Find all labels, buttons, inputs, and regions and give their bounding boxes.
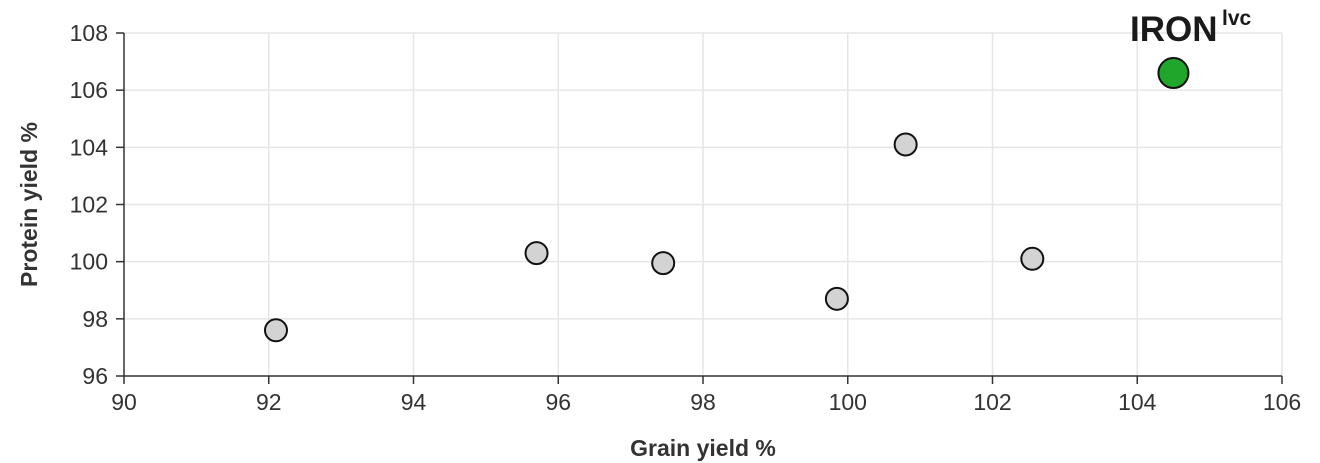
y-axis-title: Protein yield %: [16, 122, 42, 287]
x-tick-label: 100: [829, 389, 867, 415]
brand-label: IRON lvc: [1130, 7, 1252, 49]
y-tick-label: 98: [82, 306, 108, 332]
x-tick-label: 104: [1118, 389, 1157, 415]
x-tick-label: 106: [1263, 389, 1301, 415]
data-point: [651, 251, 676, 276]
data-point: [524, 241, 549, 266]
y-tick-label: 96: [82, 363, 108, 389]
data-point: [263, 318, 288, 343]
brand-main-text: IRON: [1130, 10, 1218, 49]
data-point: [1020, 246, 1045, 271]
data-points: [263, 57, 1190, 343]
y-tick-label: 102: [70, 192, 108, 218]
y-ticks: 96 98 100 102 104 106 108: [70, 20, 124, 389]
x-ticks: 90 92 94 96 98 100 102 104 106: [111, 376, 1301, 415]
y-tick-label: 104: [70, 134, 109, 160]
x-axis-title: Grain yield %: [630, 435, 776, 461]
x-tick-label: 102: [973, 389, 1011, 415]
y-tick-label: 106: [70, 77, 108, 103]
x-tick-label: 92: [256, 389, 282, 415]
data-point: [893, 132, 918, 157]
brand-superscript: lvc: [1222, 7, 1252, 30]
x-tick-label: 98: [690, 389, 716, 415]
x-tick-label: 90: [111, 389, 137, 415]
x-tick-label: 96: [545, 389, 571, 415]
y-tick-label: 100: [70, 249, 108, 275]
data-point: [824, 286, 849, 311]
highlight-point: [1157, 57, 1190, 90]
grid: [124, 32, 1283, 376]
x-tick-label: 94: [401, 389, 427, 415]
y-tick-label: 108: [70, 20, 108, 46]
